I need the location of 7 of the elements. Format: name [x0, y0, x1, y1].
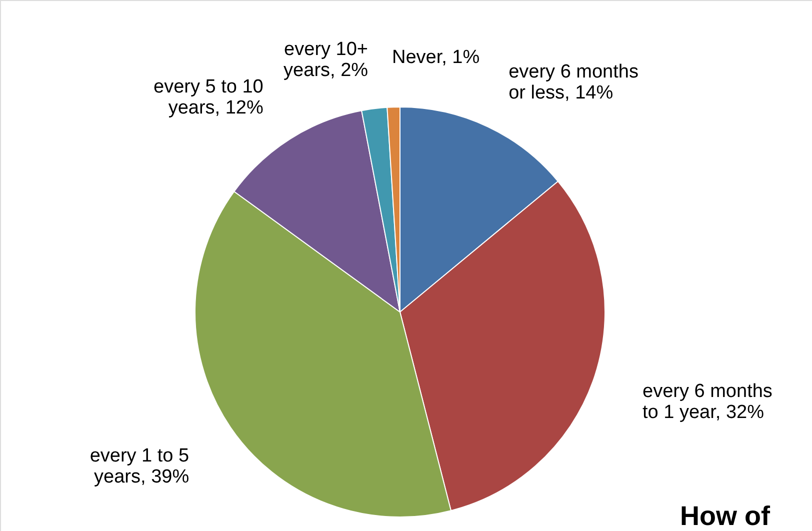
slice-label: every 1 to 5 years, 39%: [90, 445, 190, 488]
slice-label: Never, 1%: [392, 47, 480, 68]
text: How of: [680, 501, 771, 531]
slice-label: every 6 months or less, 14%: [508, 61, 638, 104]
slice-label: every 6 months to 1 year, 32%: [642, 380, 772, 423]
slice-label: every 10+ years, 2%: [284, 39, 368, 82]
slice-label: every 5 to 10 years, 12%: [154, 76, 264, 119]
